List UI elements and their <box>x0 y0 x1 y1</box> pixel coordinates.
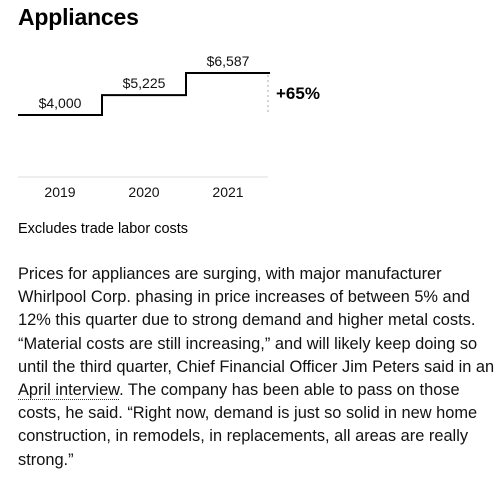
april-interview-link[interactable]: April interview <box>18 381 120 401</box>
change-label: +65% <box>276 84 320 103</box>
article-text-part1: Prices for appliances are surging, with … <box>18 265 495 376</box>
chart-title: Appliances <box>18 4 139 30</box>
value-label: $6,587 <box>207 53 250 69</box>
step-chart: $4,000 2019 $5,225 2020 $6,587 2021 +65% <box>18 53 320 200</box>
article-paragraph: Prices for appliances are surging, with … <box>18 263 496 472</box>
value-label: $4,000 <box>39 95 82 111</box>
chart-note: Excludes trade labor costs <box>18 221 189 237</box>
value-label: $5,225 <box>123 75 166 91</box>
x-tick-label: 2019 <box>44 184 75 200</box>
article-text-part2: . The company has been able to pass on t… <box>18 381 478 469</box>
x-tick-label: 2021 <box>212 184 243 200</box>
step-line <box>18 72 270 116</box>
x-tick-label: 2020 <box>128 184 159 200</box>
